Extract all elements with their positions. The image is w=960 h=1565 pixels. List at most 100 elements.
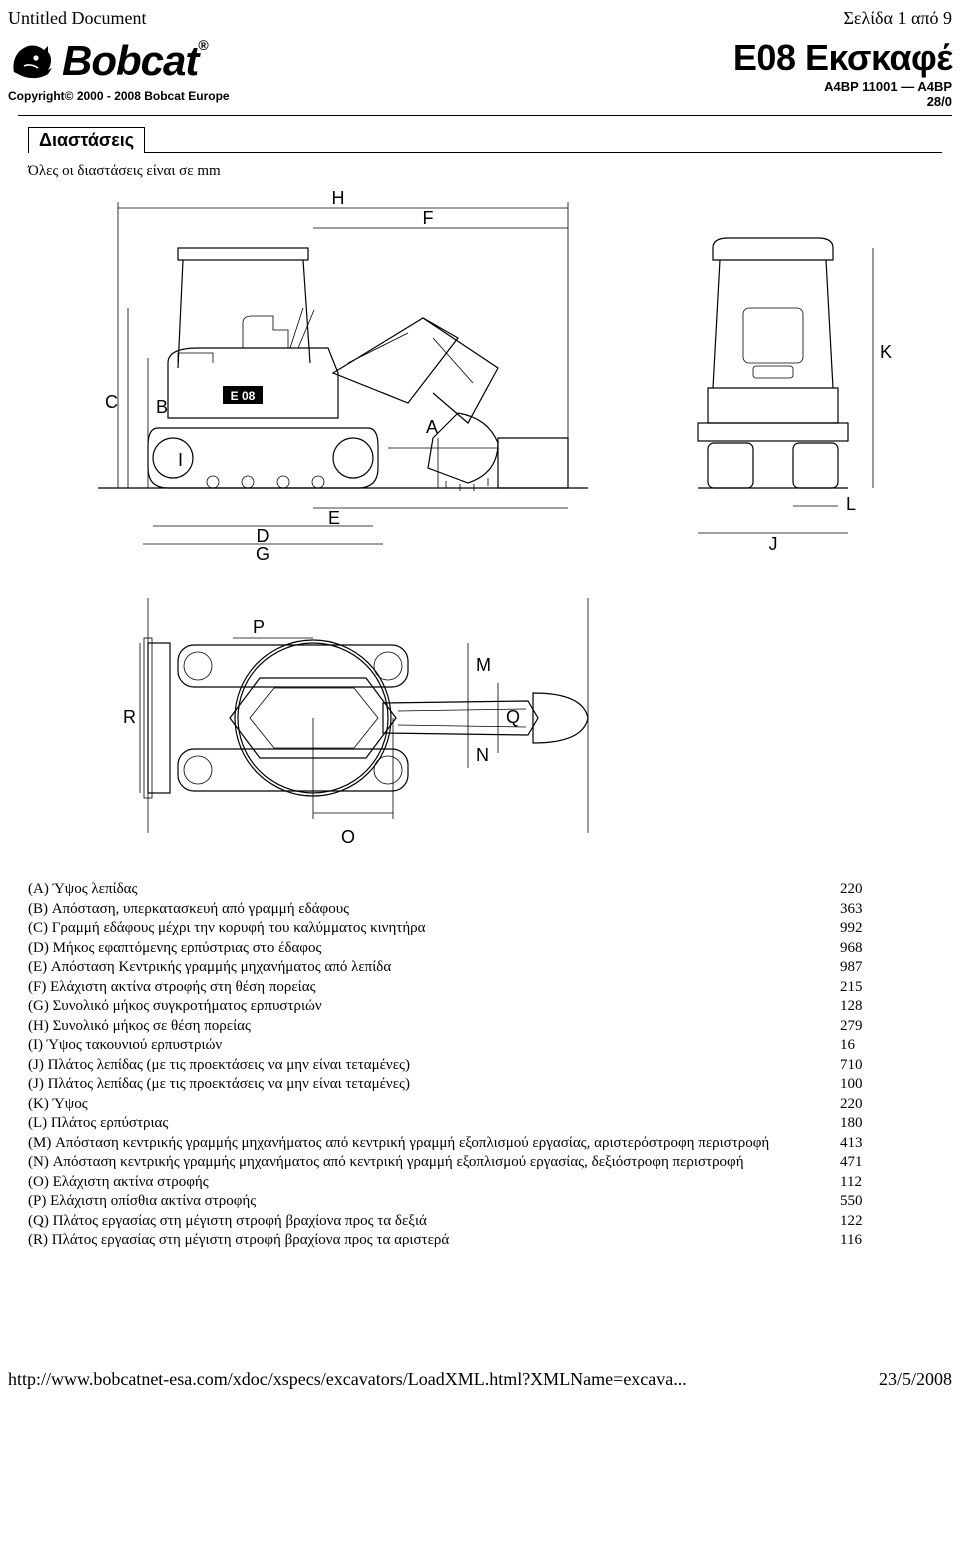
dim-label: (F) Ελάχιστη ακτίνα στροφής στη θέση πορ… [28, 978, 840, 998]
dim-label: (P) Ελάχιστη οπίσθια ακτίνα στροφής [28, 1192, 840, 1212]
table-row: (P) Ελάχιστη οπίσθια ακτίνα στροφής550 [28, 1192, 952, 1212]
dim-label: (O) Ελάχιστη ακτίνα στροφής [28, 1173, 840, 1193]
table-row: (O) Ελάχιστη ακτίνα στροφής112 [28, 1173, 952, 1193]
table-row: (M) Απόσταση κεντρικής γραμμής μηχανήματ… [28, 1134, 952, 1154]
table-row: (H) Συνολικό μήκος σε θέση πορείας279 [28, 1017, 952, 1037]
dim-label-A: A [426, 417, 438, 437]
dim-value: 968 [840, 939, 880, 959]
document-page: Untitled Document Σελίδα 1 από 9 Bobcat®… [0, 0, 960, 1398]
dim-label-K: K [880, 342, 892, 362]
dim-value: 471 [840, 1153, 880, 1173]
table-row: (E) Απόσταση Κεντρικής γραμμής μηχανήματ… [28, 958, 952, 978]
doc-title: Untitled Document [8, 8, 146, 29]
doc-date: 28/0 [733, 94, 952, 109]
dim-label-R: R [123, 707, 136, 727]
registered-mark: ® [198, 37, 207, 53]
page-header: Untitled Document Σελίδα 1 από 9 [0, 0, 960, 33]
dim-label-M: M [476, 655, 491, 675]
dim-label-F: F [423, 208, 434, 228]
logo-row: Bobcat® [8, 37, 230, 85]
table-row: (R) Πλάτος εργασίας στη μέγιστη στροφή β… [28, 1231, 952, 1251]
dim-label-E: E [328, 508, 340, 528]
table-row: (Q) Πλάτος εργασίας στη μέγιστη στροφή β… [28, 1212, 952, 1232]
dim-label-Q: Q [506, 707, 520, 727]
dim-label-G: G [256, 544, 270, 564]
dim-label: (A) Ύψος λεπίδας [28, 880, 840, 900]
dim-value: 992 [840, 919, 880, 939]
dim-label: (M) Απόσταση κεντρικής γραμμής μηχανήματ… [28, 1134, 840, 1154]
table-row: (C) Γραμμή εδάφους μέχρι την κορυφή του … [28, 919, 952, 939]
dim-label-N: N [476, 745, 489, 765]
table-row: (I) Ύψος τακουνιού ερπυστριών16 [28, 1036, 952, 1056]
dimensions-table: (A) Ύψος λεπίδας220 (B) Απόσταση, υπερκα… [28, 880, 952, 1251]
table-row: (A) Ύψος λεπίδας220 [28, 880, 952, 900]
dim-value: 710 [840, 1056, 880, 1076]
dim-label: (N) Απόσταση κεντρικής γραμμής μηχανήματ… [28, 1153, 840, 1173]
dim-value: 100 [840, 1075, 880, 1095]
brand-right: E08 Εκσκαφέ A4BP 11001 — A4BP 28/0 [733, 37, 952, 109]
dim-label: (R) Πλάτος εργασίας στη μέγιστη στροφή β… [28, 1231, 840, 1251]
dim-label-I: I [178, 450, 183, 470]
page-number: Σελίδα 1 από 9 [843, 8, 952, 29]
dim-label-P: P [253, 617, 265, 637]
dim-label: (Q) Πλάτος εργασίας στη μέγιστη στροφή β… [28, 1212, 840, 1232]
table-row: (D) Μήκος εφαπτόμενης ερπύστριας στο έδα… [28, 939, 952, 959]
dim-label: (B) Απόσταση, υπερκατασκευή από γραμμή ε… [28, 900, 840, 920]
dim-label-H: H [332, 188, 345, 208]
dim-value: 413 [840, 1134, 880, 1154]
table-row: (J) Πλάτος λεπίδας (με τις προεκτάσεις ν… [28, 1056, 952, 1076]
dim-label: (G) Συνολικό μήκος συγκροτήματος ερπυστρ… [28, 997, 840, 1017]
brand-row: Bobcat® Copyright© 2000 - 2008 Bobcat Eu… [0, 33, 960, 109]
dim-value: 987 [840, 958, 880, 978]
dim-label: (H) Συνολικό μήκος σε θέση πορείας [28, 1017, 840, 1037]
copyright-line: Copyright© 2000 - 2008 Bobcat Europe [8, 89, 230, 103]
dim-label: (E) Απόσταση Κεντρικής γραμμής μηχανήματ… [28, 958, 840, 978]
section-rule [28, 152, 942, 153]
brand-left: Bobcat® Copyright© 2000 - 2008 Bobcat Eu… [8, 37, 230, 103]
model-badge: E 08 [231, 389, 256, 403]
dim-value: 116 [840, 1231, 880, 1251]
dim-label: (J) Πλάτος λεπίδας (με τις προεκτάσεις ν… [28, 1056, 840, 1076]
table-row: (K) Ύψος220 [28, 1095, 952, 1115]
dim-label-L: L [846, 494, 856, 514]
dim-value: 363 [840, 900, 880, 920]
header-rule [18, 115, 952, 116]
table-row: (N) Απόσταση κεντρικής γραμμής μηχανήματ… [28, 1153, 952, 1173]
dim-label: (K) Ύψος [28, 1095, 840, 1115]
dim-value: 279 [840, 1017, 880, 1037]
dim-label: (L) Πλάτος ερπύστριας [28, 1114, 840, 1134]
dim-label-J: J [769, 534, 778, 554]
dim-value: 220 [840, 1095, 880, 1115]
section-title: Διαστάσεις [28, 127, 145, 153]
brand-wordmark: Bobcat® [62, 37, 208, 85]
dim-value: 550 [840, 1192, 880, 1212]
dim-value: 122 [840, 1212, 880, 1232]
dim-label: (I) Ύψος τακουνιού ερπυστριών [28, 1036, 840, 1056]
wordmark-text: Bobcat [62, 37, 198, 84]
diagram-area: H F C B I E 08 [28, 188, 908, 868]
table-row: (B) Απόσταση, υπερκατασκευή από γραμμή ε… [28, 900, 952, 920]
dim-value: 180 [840, 1114, 880, 1134]
dim-label-O: O [341, 827, 355, 847]
table-row: (G) Συνολικό μήκος συγκροτήματος ερπυστρ… [28, 997, 952, 1017]
section-header: Διαστάσεις [28, 126, 942, 153]
section-subnote: Όλες οι διαστάσεις είναι σε mm [28, 163, 942, 180]
table-row: (L) Πλάτος ερπύστριας180 [28, 1114, 952, 1134]
dim-value: 128 [840, 997, 880, 1017]
table-row: (J) Πλάτος λεπίδας (με τις προεκτάσεις ν… [28, 1075, 952, 1095]
page-footer: http://www.bobcatnet-esa.com/xdoc/xspecs… [0, 1361, 960, 1398]
model-title: E08 Εκσκαφέ [733, 37, 952, 79]
dim-label: (J) Πλάτος λεπίδας (με τις προεκτάσεις ν… [28, 1075, 840, 1095]
dimension-diagram: H F C B I E 08 [28, 188, 908, 868]
footer-url: http://www.bobcatnet-esa.com/xdoc/xspecs… [8, 1369, 687, 1390]
dim-label-C: C [105, 392, 118, 412]
dim-label-B: B [156, 397, 168, 417]
dim-label: (C) Γραμμή εδάφους μέχρι την κορυφή του … [28, 919, 840, 939]
dim-value: 215 [840, 978, 880, 998]
dim-value: 220 [840, 880, 880, 900]
dim-label-D: D [257, 526, 270, 546]
dim-value: 112 [840, 1173, 880, 1193]
footer-date: 23/5/2008 [879, 1369, 952, 1390]
bobcat-logo-icon [8, 42, 54, 80]
serial-range: A4BP 11001 — A4BP [733, 79, 952, 94]
